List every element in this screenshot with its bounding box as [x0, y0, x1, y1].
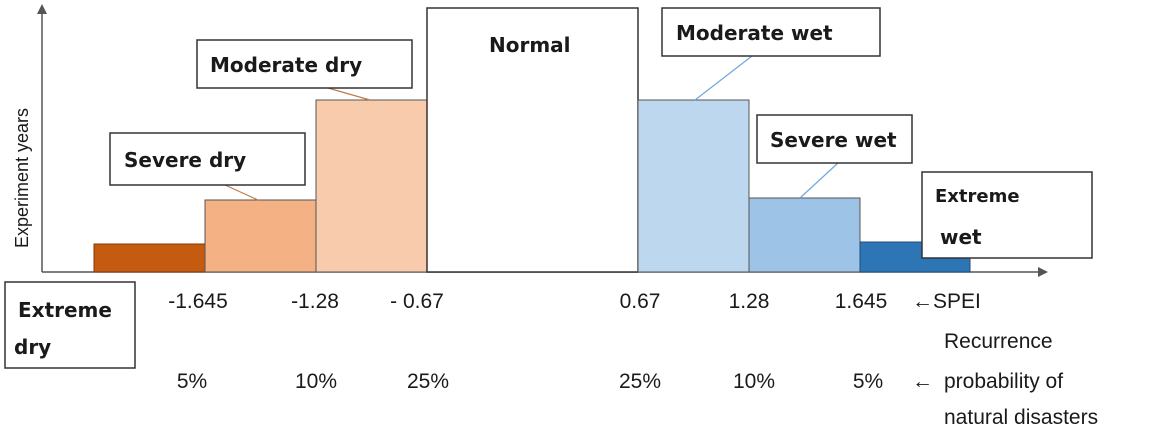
- probability-4: 25%: [619, 370, 661, 393]
- y-axis-arrowhead: [37, 4, 47, 14]
- label-moderate-wet: Moderate wet: [676, 21, 833, 45]
- leader-severe-dry: [224, 184, 259, 201]
- leader-severe-wet: [799, 162, 839, 199]
- label-normal: Normal: [489, 33, 571, 57]
- probability-5: 10%: [733, 370, 775, 393]
- y-axis-label: Experiment years: [12, 108, 32, 248]
- label-box-extreme-dry: [4, 281, 136, 369]
- label-severe-wet: Severe wet: [770, 128, 897, 152]
- label-extreme-wet-line2: wet: [940, 225, 982, 249]
- label-box-moderate-wet: [661, 7, 881, 57]
- leader-moderate-dry: [327, 87, 371, 101]
- bar-extreme-dry: [93, 243, 206, 273]
- spei-threshold-5: 1.28: [729, 290, 770, 313]
- bar-severe-wet: [748, 197, 861, 273]
- probability-2: 10%: [295, 370, 337, 393]
- probability-3: 25%: [407, 370, 449, 393]
- spei-threshold-3: - 0.67: [390, 290, 444, 313]
- bar-moderate-dry: [315, 99, 428, 273]
- leader-moderate-wet: [694, 55, 753, 101]
- label-box-severe-wet: [756, 114, 913, 164]
- probability-6: 5%: [853, 370, 883, 393]
- bar-normal: [426, 7, 639, 273]
- label-severe-dry: Severe dry: [124, 148, 246, 172]
- bar-severe-dry: [204, 199, 317, 273]
- label-box-extreme-wet: [921, 171, 1093, 259]
- spei-threshold-1: -1.645: [168, 290, 228, 313]
- probability-label-line2: probability of: [944, 370, 1063, 393]
- spei-marker: ←SPEI: [912, 290, 981, 313]
- label-extreme-dry-line2: dry: [14, 335, 51, 359]
- label-box-moderate-dry: [196, 39, 413, 89]
- label-moderate-dry: Moderate dry: [210, 53, 362, 77]
- label-box-severe-dry: [109, 132, 306, 186]
- label-extreme-dry-line1: Extreme: [18, 298, 112, 322]
- probability-label-line1: Recurrence: [944, 330, 1053, 353]
- label-extreme-wet-line1: Extreme: [935, 186, 1020, 207]
- spei-threshold-6: 1.645: [835, 290, 888, 313]
- spei-threshold-2: -1.28: [291, 290, 339, 313]
- probability-label-line3: natural disasters: [944, 406, 1098, 429]
- x-axis-arrowhead: [1038, 267, 1048, 277]
- probability-1: 5%: [177, 370, 207, 393]
- probability-marker-arrow: ←: [912, 370, 933, 393]
- bar-moderate-wet: [637, 99, 750, 273]
- spei-threshold-4: 0.67: [620, 290, 661, 313]
